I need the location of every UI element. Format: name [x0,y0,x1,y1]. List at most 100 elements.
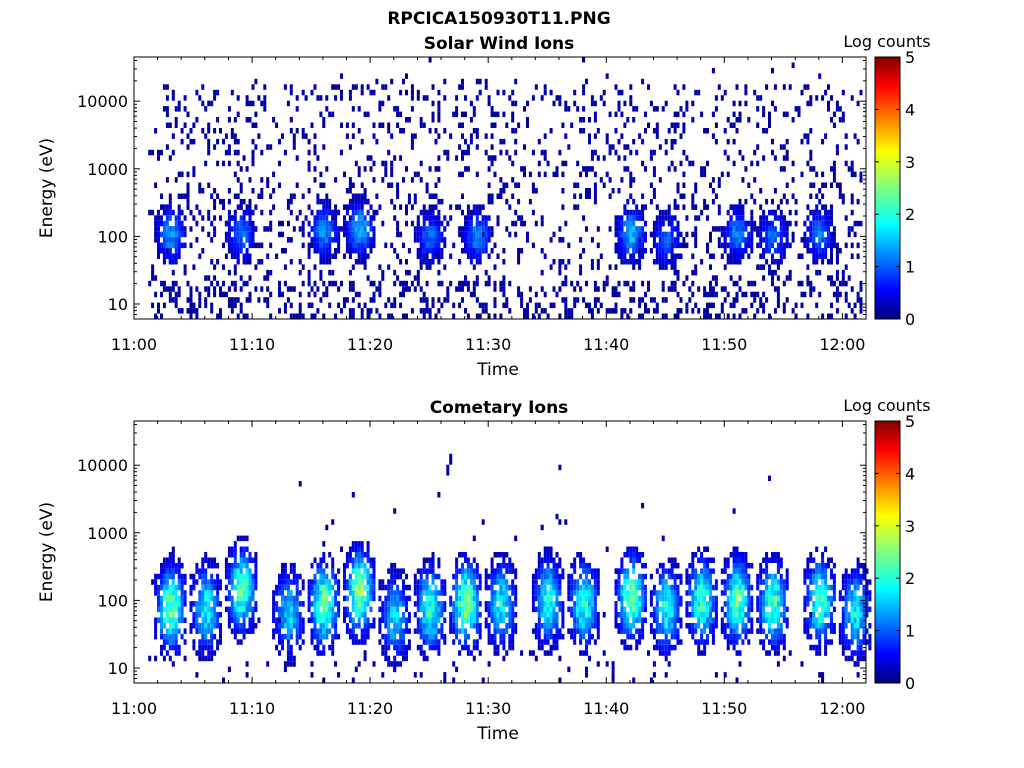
burst-count-cell [425,226,429,232]
background-count-cell [413,672,417,678]
background-count-cell [844,264,848,270]
background-count-cell [484,269,488,276]
burst-count-cell [437,237,441,243]
burst-count-cell [369,562,373,569]
burst-count-cell [419,595,423,602]
burst-count-cell [499,606,503,613]
burst-count-cell [502,579,506,585]
background-count-cell [204,286,208,292]
background-count-cell [714,226,718,232]
background-count-cell [741,308,745,314]
background-count-cell [449,204,453,210]
background-count-cell [540,248,544,254]
background-count-cell [387,182,391,188]
background-count-cell [351,122,355,128]
burst-count-cell [461,617,464,623]
background-count-cell [830,259,833,265]
burst-count-cell [322,220,326,227]
burst-count-cell [154,628,158,634]
background-count-cell [301,89,305,96]
burst-count-cell [679,231,683,238]
background-count-cell [765,297,769,303]
burst-count-cell [399,617,403,623]
burst-count-cell [632,220,636,227]
burst-count-cell [537,590,541,596]
burst-count-cell [248,231,252,238]
background-count-cell [289,313,293,319]
burst-count-cell [655,568,659,574]
background-count-cell [227,623,231,629]
background-count-cell [827,106,830,112]
burst-count-cell [573,590,577,596]
background-count-cell [410,144,414,150]
background-count-cell [313,291,317,298]
burst-count-cell [434,215,438,221]
burst-count-cell [588,633,591,640]
burst-count-cell [236,590,240,596]
burst-count-cell [328,579,332,585]
burst-count-cell [230,612,234,618]
background-count-cell [151,579,155,585]
burst-count-cell [452,628,456,634]
burst-count-cell [157,584,160,591]
background-count-cell [251,155,255,161]
burst-count-cell [588,590,591,596]
burst-count-cell [546,590,550,596]
burst-count-cell [614,568,618,574]
burst-count-cell [195,606,199,613]
burst-count-cell [168,237,172,243]
background-count-cell [372,297,376,303]
background-count-cell [493,313,497,319]
burst-count-cell [632,557,636,563]
burst-count-cell [629,584,633,591]
burst-count-cell [475,573,479,580]
background-count-cell [617,89,621,96]
background-count-cell [815,95,819,101]
background-count-cell [853,231,857,238]
background-count-cell [148,655,152,662]
burst-count-cell [726,242,730,249]
background-count-cell [254,264,258,270]
background-count-cell [222,160,225,167]
background-count-cell [466,286,470,292]
background-count-cell [192,122,196,128]
background-count-cell [762,155,766,161]
burst-count-cell [283,633,287,640]
burst-count-cell [236,562,240,569]
background-count-cell [520,220,524,227]
x-axis-label: Time [476,360,519,380]
background-count-cell [709,280,712,287]
burst-count-cell [576,590,580,596]
burst-count-cell [322,595,326,602]
background-count-cell [744,166,748,172]
background-count-cell [381,177,385,183]
burst-count-cell [540,601,544,607]
background-count-cell [351,286,355,292]
burst-count-cell [723,248,727,254]
background-count-cell [838,182,842,188]
background-count-cell [694,269,698,276]
burst-count-cell [481,226,485,232]
background-count-cell [794,106,798,112]
background-count-cell [345,242,349,249]
background-count-cell [434,182,438,188]
background-count-cell [726,313,730,319]
burst-count-cell [652,644,656,651]
burst-count-cell [664,248,668,254]
background-count-cell [263,84,267,90]
background-count-cell [490,198,494,205]
background-count-cell [180,171,184,178]
burst-count-cell [455,606,459,613]
background-count-cell [399,302,403,309]
burst-count-cell [505,562,509,569]
burst-count-cell [549,606,553,613]
background-count-cell [458,84,462,90]
background-count-cell [322,313,326,319]
burst-count-cell [160,242,163,249]
background-count-cell [307,253,311,259]
burst-count-cell [192,573,196,580]
background-count-cell [413,275,417,281]
background-count-cell [579,269,583,276]
burst-count-cell [827,242,830,249]
burst-count-cell [227,226,231,232]
